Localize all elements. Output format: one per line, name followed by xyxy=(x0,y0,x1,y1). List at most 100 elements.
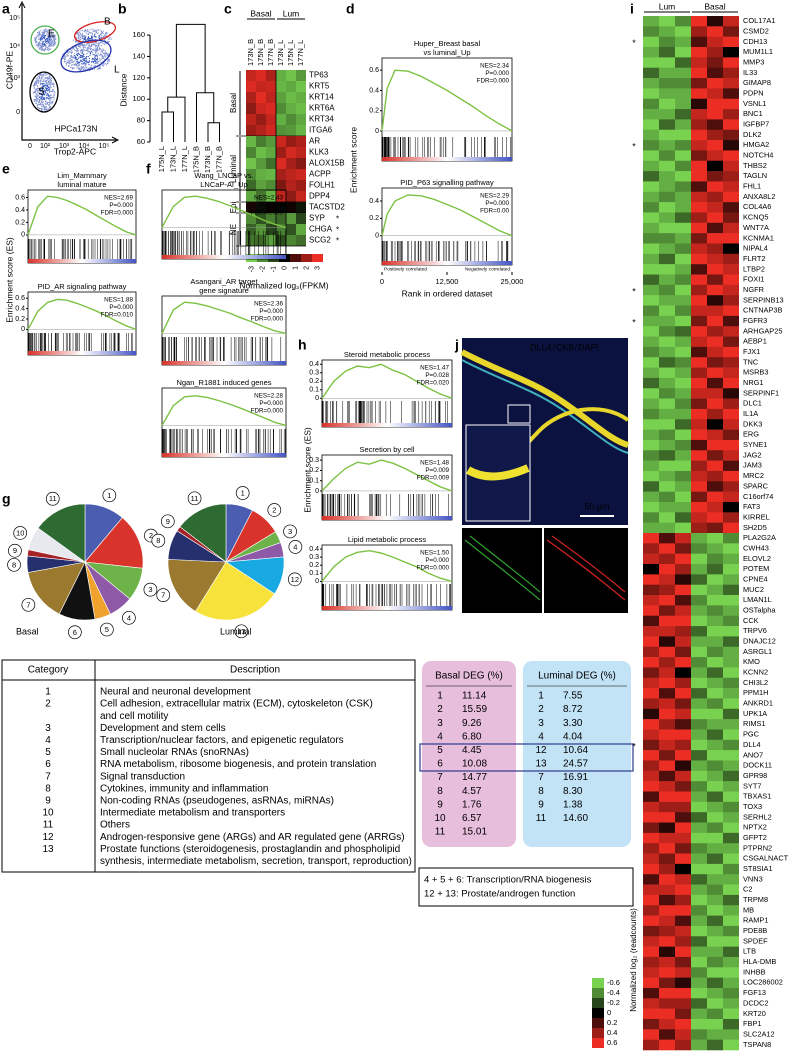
heatmap-cell xyxy=(723,987,739,999)
column-label: 173N_B xyxy=(246,39,255,66)
event-dot xyxy=(62,57,65,59)
rank-colorbar xyxy=(162,255,286,259)
stat-text: NES=2.29 xyxy=(480,193,509,200)
event-dot xyxy=(37,46,39,48)
gene-label: SPARC xyxy=(743,481,769,490)
heatmap-cell xyxy=(675,419,691,430)
event-dot xyxy=(51,77,53,79)
event-dot xyxy=(45,103,47,105)
table-cell: 3 xyxy=(538,718,544,729)
event-dot xyxy=(35,93,37,95)
event-dot xyxy=(103,36,105,38)
heatmap-cell xyxy=(659,388,675,399)
heatmap-cell xyxy=(256,158,266,169)
event-dot xyxy=(40,36,43,38)
event-dot xyxy=(101,64,103,66)
plot-title: LNCaP-AI_Up xyxy=(200,180,248,189)
heatmap-cell xyxy=(707,729,723,741)
heatmap-cell xyxy=(643,543,659,554)
table-cell: 13 xyxy=(42,844,54,855)
event-dot xyxy=(83,38,85,40)
event-dot xyxy=(52,42,54,44)
heatmap-cell xyxy=(266,224,276,235)
heatmap-cell xyxy=(691,171,707,182)
heatmap-cell xyxy=(286,202,296,213)
rank-colorbar xyxy=(322,423,452,427)
tick-label: 2 xyxy=(303,266,310,270)
heatmap-cell xyxy=(276,180,286,191)
event-dot xyxy=(86,59,88,61)
gene-label: NIPAL4 xyxy=(743,244,768,253)
heatmap-cell xyxy=(723,212,739,224)
pie-slice xyxy=(27,561,86,615)
heatmap-cell xyxy=(675,729,691,741)
heatmap-cell xyxy=(643,936,659,947)
heatmap-cell xyxy=(643,688,659,699)
event-dot xyxy=(102,37,104,39)
heatmap-cell xyxy=(659,191,675,203)
event-dot xyxy=(94,60,96,63)
event-dot xyxy=(84,29,86,31)
heatmap-cell xyxy=(643,801,659,813)
heatmap-cell xyxy=(659,439,675,451)
heatmap-cell xyxy=(707,1029,723,1040)
event-dot xyxy=(106,62,109,65)
separator: / xyxy=(575,342,578,352)
heatmap-cell xyxy=(691,398,707,410)
slice-label: 7 xyxy=(26,600,30,609)
heatmap-cell xyxy=(659,222,675,234)
tick-label: 0.2 xyxy=(607,1018,617,1027)
event-dot xyxy=(77,62,79,64)
heatmap-cell xyxy=(723,481,739,492)
heatmap-cell xyxy=(659,326,675,337)
gate xyxy=(29,71,59,113)
heatmap-cell xyxy=(707,109,723,120)
event-dot xyxy=(77,37,79,40)
heatmap-cell xyxy=(659,667,675,679)
table-cell: 3 xyxy=(45,723,51,734)
event-dot xyxy=(82,51,84,53)
event-dot xyxy=(87,56,89,58)
heatmap-cell xyxy=(675,595,691,606)
event-dot xyxy=(80,38,82,40)
heatmap-cell xyxy=(659,129,675,141)
event-dot xyxy=(92,30,94,32)
event-dot xyxy=(89,54,91,56)
heatmap-cell xyxy=(723,450,739,461)
event-dot xyxy=(52,85,55,87)
heatmap-cell xyxy=(296,202,306,213)
heatmap-cell xyxy=(707,843,723,854)
heatmap-cell xyxy=(675,522,691,534)
heatmap-cell xyxy=(659,109,675,120)
event-dot xyxy=(45,77,47,79)
heatmap-cell xyxy=(707,574,723,585)
gene-label: LTB xyxy=(743,947,756,956)
heatmap-cell xyxy=(707,905,723,916)
event-dot xyxy=(97,46,99,48)
event-dot xyxy=(86,38,88,40)
heatmap-cell xyxy=(675,915,691,927)
heatmap-cell xyxy=(296,191,306,202)
event-dot xyxy=(98,29,100,31)
gene-label: HMGA2 xyxy=(743,140,769,149)
heatmap-cell xyxy=(691,388,707,399)
heatmap-cell xyxy=(643,264,659,275)
gene-label: GFPT2 xyxy=(743,833,767,842)
tick-label: 0 xyxy=(315,488,319,495)
table-cell: 14.77 xyxy=(462,772,487,783)
heatmap-cell xyxy=(691,305,707,317)
event-dot xyxy=(50,37,52,39)
slice-label: 1 xyxy=(241,488,245,497)
event-dot xyxy=(79,33,81,35)
heatmap-cell xyxy=(707,388,723,399)
event-dot xyxy=(49,103,51,105)
plot-title: Ngan_R1881 induced genes xyxy=(176,378,271,387)
event-dot xyxy=(38,104,41,106)
event-dot xyxy=(94,57,96,59)
heatmap-cell xyxy=(659,233,675,244)
gene-label: MB xyxy=(743,905,754,914)
event-dot xyxy=(39,33,41,35)
event-dot xyxy=(39,44,42,47)
heatmap-cell xyxy=(707,140,723,151)
pie-slice xyxy=(37,503,86,563)
